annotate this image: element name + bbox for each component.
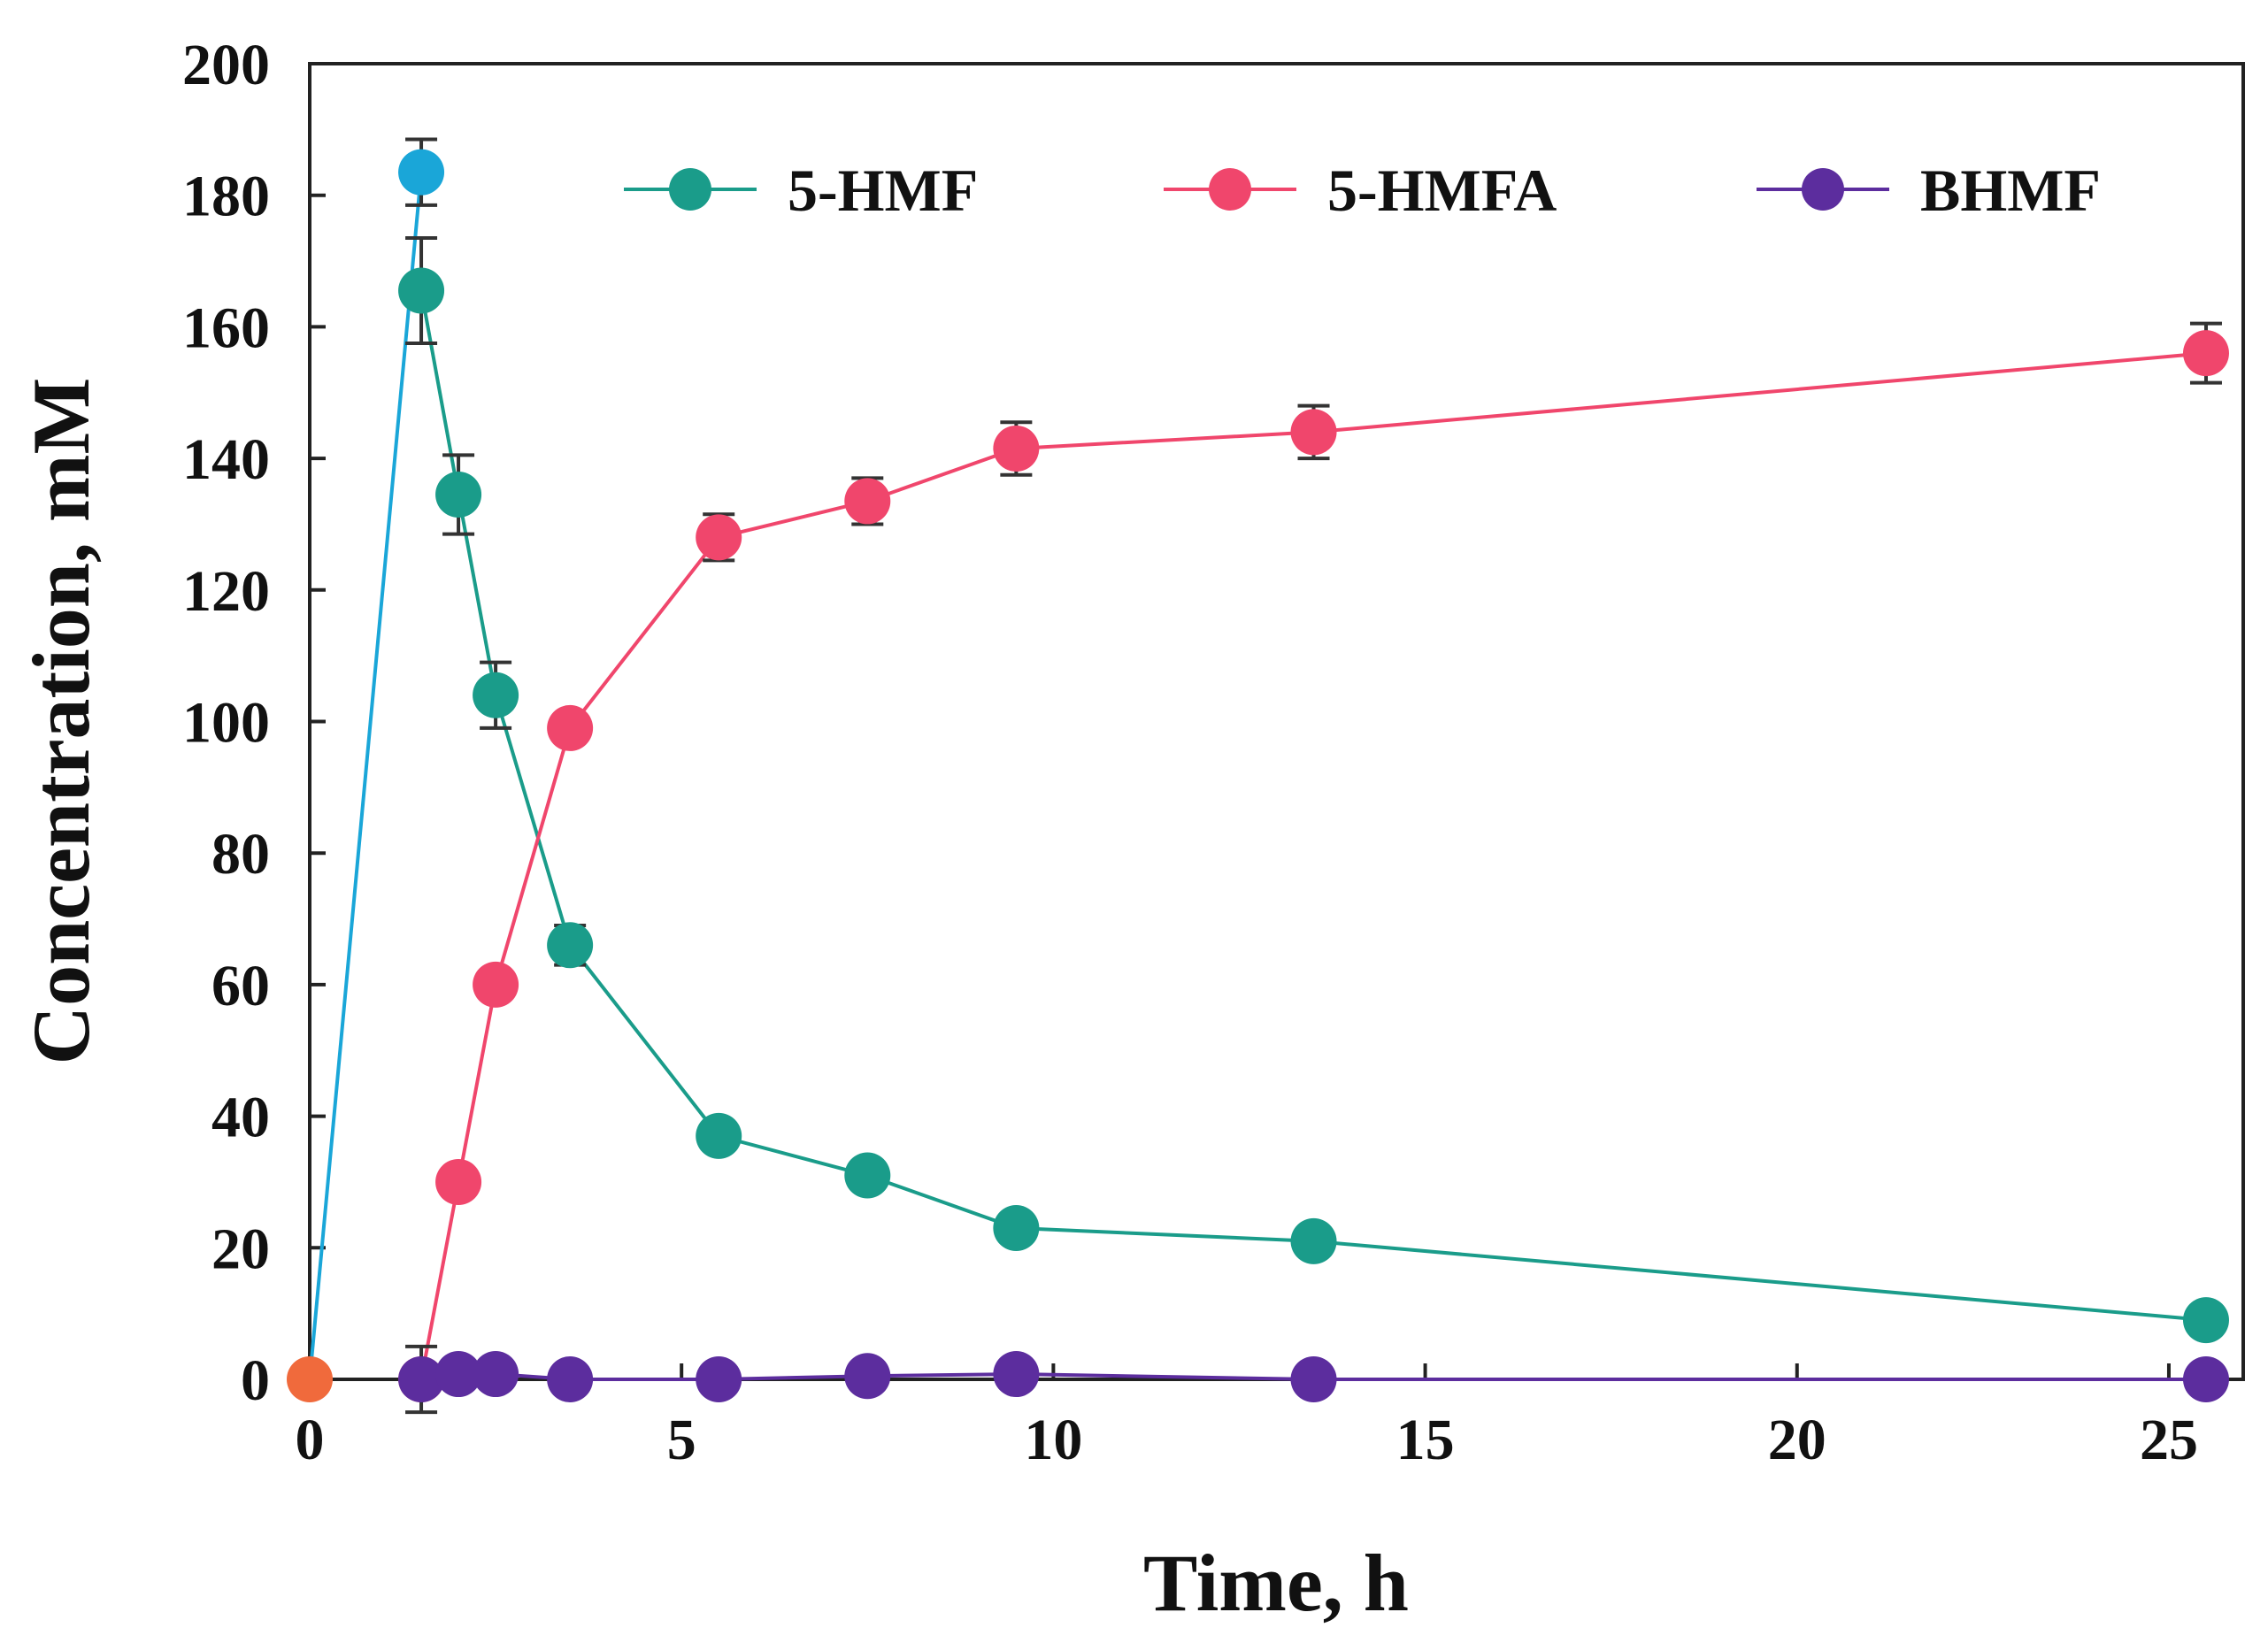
series-5-hmfa xyxy=(398,321,2229,1402)
y-tick-label: 0 xyxy=(241,1348,270,1413)
data-point-5-hmf xyxy=(2182,1297,2229,1344)
legend-label: BHMF xyxy=(1920,157,2101,224)
data-point-5-hmfa xyxy=(435,1158,482,1205)
y-tick-label: 80 xyxy=(211,822,270,887)
x-tick-label: 25 xyxy=(2140,1408,2198,1472)
data-point-bhmf xyxy=(993,1351,1040,1398)
data-point-5-hmf xyxy=(1290,1217,1337,1264)
y-tick-label: 200 xyxy=(182,33,270,97)
data-point-bhmf xyxy=(435,1351,482,1398)
x-tick-label: 20 xyxy=(1768,1408,1826,1472)
data-point-bhmf xyxy=(398,1356,445,1402)
legend-item-5-hmf: 5-HMF xyxy=(624,157,978,224)
plot-frame xyxy=(308,62,2245,1381)
tick-labels: 0 5 10 15 20 25 0 20 40 60 80 100 120 140 160 180 200 xyxy=(182,33,2198,1472)
data-point-5-hmfa xyxy=(547,704,594,751)
x-tick-label: 15 xyxy=(1396,1408,1455,1472)
data-point-bhmf xyxy=(844,1353,891,1400)
legend-label: 5-HMF xyxy=(788,157,978,224)
data-point-5-hmf xyxy=(547,922,594,969)
data-point-5-hmfa xyxy=(696,514,742,561)
y-tick-label: 180 xyxy=(182,165,270,229)
data-point-bhmf xyxy=(2182,1356,2229,1402)
y-tick-label: 140 xyxy=(182,427,270,492)
data-point-bhmf xyxy=(696,1356,742,1402)
legend-swatch-marker xyxy=(669,168,711,211)
x-tick-label: 0 xyxy=(296,1408,325,1472)
y-axis-title: Concentration, mM xyxy=(16,378,106,1065)
legend-item-5-hmfa: 5-HMFA xyxy=(1164,157,1557,224)
y-tick-label: 160 xyxy=(182,296,270,360)
x-tick-label: 5 xyxy=(667,1408,696,1472)
y-tick-label: 20 xyxy=(211,1217,270,1281)
data-point-5-hmf xyxy=(993,1204,1040,1251)
legend-swatch-marker xyxy=(1802,168,1844,211)
data-point-initial xyxy=(287,1356,333,1402)
series-5-hmf xyxy=(398,236,2229,1344)
axis-ticks xyxy=(308,62,2171,1381)
legend: 5-HMF 5-HMFA BHMF xyxy=(624,157,2101,224)
data-point-5-hmf xyxy=(844,1152,891,1199)
y-tick-label: 40 xyxy=(211,1086,270,1150)
series-line-initial xyxy=(308,172,424,1380)
data-point-5-hmfa xyxy=(1290,409,1337,456)
series-bhmf xyxy=(398,1344,2229,1415)
data-point-5-hmfa xyxy=(2182,330,2229,377)
data-point-bhmf xyxy=(547,1356,594,1402)
data-point-5-hmf xyxy=(435,471,482,518)
data-point-bhmf xyxy=(473,1351,519,1398)
y-tick-label: 100 xyxy=(182,691,270,756)
data-point-bhmf xyxy=(1290,1356,1337,1402)
data-point-5-hmf xyxy=(473,672,519,718)
data-point-5-hmfa xyxy=(473,961,519,1008)
legend-label: 5-HMFA xyxy=(1327,157,1557,224)
data-point-5-hmfa xyxy=(993,425,1040,472)
legend-swatch-marker xyxy=(1209,168,1251,211)
x-axis-title: Time, h xyxy=(1143,1538,1409,1628)
y-tick-label: 60 xyxy=(211,954,270,1018)
x-tick-label: 10 xyxy=(1024,1408,1082,1472)
y-tick-label: 120 xyxy=(182,559,270,624)
legend-item-bhmf: BHMF xyxy=(1757,157,2101,224)
data-point-5-hmf xyxy=(696,1112,742,1159)
series-initial xyxy=(287,137,445,1402)
data-point-initial xyxy=(398,149,445,196)
data-point-5-hmf xyxy=(398,267,445,314)
data-point-5-hmfa xyxy=(844,478,891,525)
series-layer xyxy=(287,137,2229,1415)
